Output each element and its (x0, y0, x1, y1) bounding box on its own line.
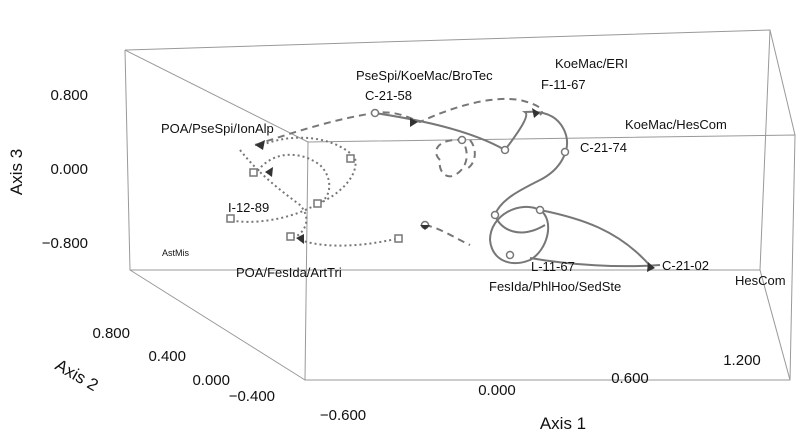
trajectory-dashed-lower (424, 224, 471, 246)
axis2-tick: −0.400 (229, 388, 275, 405)
axis2-tick: 0.400 (148, 348, 186, 365)
axis3-tick: 0.000 (50, 161, 88, 178)
label-koemac-eri: KoeMac/ERI (555, 56, 628, 71)
square-marker (394, 234, 403, 243)
label-poa-psespi-ionalp: POA/PseSpi/IonAlp (161, 121, 274, 136)
label-c-21-02: C-21-02 (662, 258, 709, 273)
arrow-marker (410, 118, 418, 127)
arrow-marker (532, 108, 540, 118)
trajectory-solid-right (529, 257, 661, 268)
axis1-tick: 0.600 (611, 370, 649, 387)
axis1-tick: 1.200 (723, 352, 761, 369)
axis1-title: Axis 1 (540, 414, 586, 433)
markers (226, 108, 570, 260)
axis3-tick: 0.800 (50, 87, 88, 104)
circle-marker (505, 250, 515, 260)
trajectory-solid-lower (539, 209, 653, 269)
label-f-11-67: F-11-67 (541, 77, 586, 92)
circle-marker (535, 205, 545, 215)
axis2-tick: 0.800 (92, 325, 130, 342)
label-hescom: HesCom (735, 273, 786, 288)
axis3-ticks: 0.800 0.000 −0.800 (42, 87, 88, 252)
circle-marker (490, 210, 500, 220)
arrow-markers (255, 108, 655, 272)
axis1-tick: −0.600 (320, 407, 366, 424)
square-marker (286, 232, 295, 241)
circle-marker (370, 108, 380, 118)
square-marker (249, 168, 258, 177)
trajectory-dotted-3 (299, 237, 401, 247)
label-astmis: AstMis (162, 248, 190, 258)
label-fesida-phlhoo-sedste: FesIda/PhlHoo/SedSte (489, 279, 621, 294)
label-l-11-67: L-11-67 (531, 259, 575, 274)
arrow-marker (255, 140, 265, 150)
box-edge-top-left (124, 49, 309, 143)
arrow-marker (420, 225, 430, 230)
trajectories (229, 97, 661, 269)
trajectory-dotted-2 (254, 153, 331, 204)
axis3-title: Axis 3 (7, 149, 26, 195)
circle-marker (457, 135, 467, 145)
square-marker (313, 199, 322, 208)
square-marker (346, 154, 355, 163)
plot-box (124, 29, 796, 381)
circle-marker (500, 145, 510, 155)
arrow-marker (647, 262, 655, 272)
axis2-tick: 0.000 (192, 372, 230, 389)
label-poa-fesida-arttri: POA/FesIda/ArtTri (236, 265, 342, 280)
label-psespi-koemac-brotec: PseSpi/KoeMac/BroTec (356, 68, 493, 83)
box-edge-bottom-left (129, 269, 306, 381)
arrow-marker (296, 234, 304, 244)
trajectory-solid-loop (489, 205, 550, 265)
trajectory-dashed-loop (435, 138, 468, 178)
trajectory-dotted-4 (239, 149, 308, 239)
circle-marker (560, 147, 570, 157)
trajectory-dashed-loop-2 (464, 139, 476, 171)
box-front-face (304, 134, 796, 381)
arrow-marker (265, 167, 273, 177)
annotations: PseSpi/KoeMac/BroTec C-21-58 KoeMac/ERI … (161, 56, 786, 294)
trajectory-solid-upper (374, 110, 568, 234)
label-i-12-89: I-12-89 (228, 200, 269, 215)
box-edge-top-right (769, 29, 796, 136)
label-c-21-74: C-21-74 (580, 140, 627, 155)
label-c-21-58: C-21-58 (365, 88, 412, 103)
label-koemac-hescom: KoeMac/HesCom (625, 117, 727, 132)
axis3-tick: −0.800 (42, 235, 88, 252)
axis2-ticks: 0.800 0.400 0.000 −0.400 (92, 325, 275, 405)
axis2-title: Axis 2 (52, 355, 102, 395)
trajectory-dotted-1 (229, 136, 357, 223)
axis1-ticks: −0.600 0.000 0.600 1.200 (320, 352, 761, 424)
square-marker (226, 214, 235, 223)
axis1-tick: 0.000 (478, 382, 516, 399)
box-edge-bottom-right (759, 269, 791, 381)
